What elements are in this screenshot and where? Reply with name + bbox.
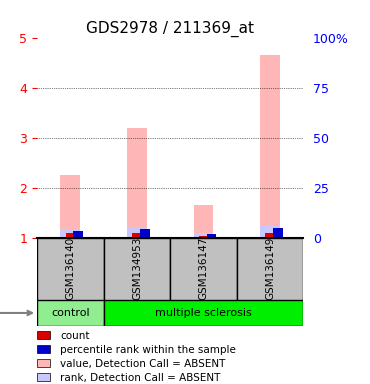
Text: disease state: disease state — [0, 308, 32, 318]
Text: GSM134953: GSM134953 — [132, 237, 142, 301]
Title: GDS2978 / 211369_at: GDS2978 / 211369_at — [86, 21, 254, 37]
Bar — [127, 227, 147, 238]
Bar — [37, 345, 50, 353]
Text: value, Detection Call = ABSENT: value, Detection Call = ABSENT — [60, 359, 226, 369]
FancyBboxPatch shape — [237, 238, 303, 300]
Bar — [37, 359, 50, 367]
Text: GSM136140: GSM136140 — [65, 237, 75, 300]
FancyBboxPatch shape — [37, 300, 104, 326]
Bar — [194, 205, 213, 238]
Text: rank, Detection Call = ABSENT: rank, Detection Call = ABSENT — [60, 372, 221, 382]
Bar — [127, 128, 147, 238]
Text: GSM136149: GSM136149 — [265, 237, 275, 301]
Text: percentile rank within the sample: percentile rank within the sample — [60, 344, 236, 354]
Bar — [199, 235, 208, 238]
FancyBboxPatch shape — [104, 238, 170, 300]
Bar — [260, 226, 280, 238]
Bar — [265, 233, 275, 238]
Bar — [207, 234, 216, 238]
Bar — [260, 55, 280, 238]
Bar — [37, 373, 50, 381]
Bar — [60, 175, 80, 238]
Text: multiple sclerosis: multiple sclerosis — [155, 308, 252, 318]
Bar — [74, 230, 83, 238]
Text: count: count — [60, 331, 90, 341]
Bar — [140, 229, 150, 238]
FancyBboxPatch shape — [170, 238, 237, 300]
FancyBboxPatch shape — [104, 300, 303, 326]
Bar — [60, 229, 80, 238]
FancyBboxPatch shape — [37, 238, 104, 300]
Text: control: control — [51, 308, 90, 318]
Text: GSM136147: GSM136147 — [198, 237, 209, 301]
Bar — [65, 233, 75, 238]
Bar — [37, 331, 50, 339]
Bar — [273, 228, 283, 238]
Bar — [132, 233, 142, 238]
Bar — [194, 233, 213, 238]
